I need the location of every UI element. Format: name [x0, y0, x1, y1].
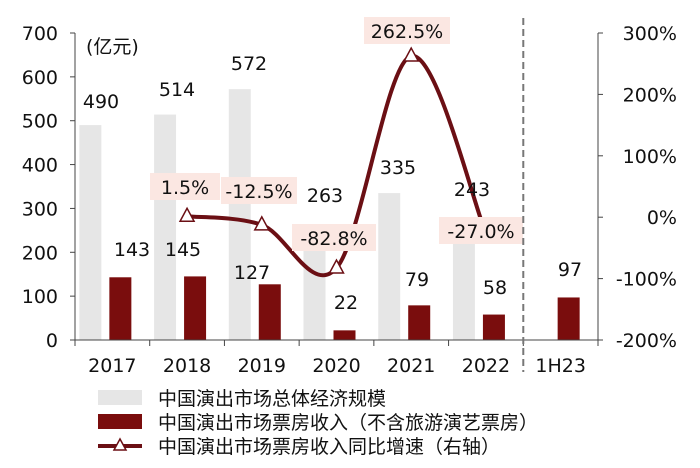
- label-box-office-2019: 127: [234, 262, 270, 284]
- series-total-bars: [79, 89, 475, 341]
- legend-swatch-growth-marker: [112, 437, 128, 451]
- bar-total-2020: [303, 224, 326, 340]
- y-left-tick-label: 200: [22, 242, 58, 264]
- label-total-2019: 572: [231, 53, 267, 75]
- label-growth-2020: -82.8%: [300, 228, 367, 250]
- label-total-2022: 243: [454, 179, 490, 201]
- y-left-unit-label: (亿元): [86, 36, 139, 58]
- y-right-tick-label: 100%: [623, 146, 677, 168]
- y-right-tick-label: 300%: [623, 23, 677, 45]
- bar-total-2022: [452, 233, 475, 340]
- bar-total-2018: [154, 114, 177, 341]
- bar-box-office-2021: [408, 305, 431, 340]
- y-left-tick-label: 100: [22, 286, 58, 308]
- bar-box-office-2022: [482, 314, 505, 340]
- growth-marker-2019: [253, 215, 271, 231]
- bar-total-2019: [228, 89, 251, 340]
- legend-label-box-office: 中国演出市场票房收入（不含旅游演艺票房）: [158, 412, 538, 434]
- legend-swatch-total: [98, 390, 142, 405]
- x-tick-label: 2021: [387, 355, 435, 377]
- growth-marker-2020: [328, 258, 345, 274]
- label-box-office-2020: 22: [334, 292, 358, 314]
- x-tick-label: 2022: [462, 355, 510, 377]
- y-left-tick-label: 300: [22, 198, 58, 220]
- label-growth-2019: -12.5%: [225, 181, 292, 203]
- bar-total-2017: [79, 125, 102, 340]
- label-growth-2022: -27.0%: [447, 221, 514, 243]
- label-growth-bg-2021: [364, 17, 450, 44]
- bar-box-office-2019: [258, 284, 281, 340]
- label-growth-bg-2019: [221, 177, 297, 204]
- x-tick-label: 2017: [88, 355, 136, 377]
- label-box-office-2021: 79: [405, 269, 429, 291]
- legend: 中国演出市场总体经济规模中国演出市场票房收入（不含旅游演艺票房）中国演出市场票房…: [98, 388, 538, 458]
- label-growth-bg-2020: [292, 224, 376, 251]
- y-left-tick-label: 700: [22, 23, 58, 45]
- bar-box-office-2020: [333, 330, 356, 340]
- bar-box-office-2018: [184, 276, 207, 340]
- growth-marker-2021: [402, 46, 420, 62]
- x-tick-label: 2019: [238, 355, 286, 377]
- label-box-office-1H23: 97: [558, 259, 582, 281]
- y-left-tick-label: 500: [22, 111, 58, 133]
- y-right-tick-label: 200%: [623, 84, 677, 106]
- label-box-office-2018: 145: [165, 239, 201, 261]
- label-growth-bg-2022: [439, 217, 523, 244]
- label-growth-2018: 1.5%: [161, 177, 209, 199]
- label-box-office-2022: 58: [483, 277, 507, 299]
- y-left-tick-label: 400: [22, 155, 58, 177]
- y-right-tick-label: -100%: [616, 269, 677, 291]
- y-right-tick-label: -200%: [616, 330, 677, 352]
- label-growth-2021: 262.5%: [371, 21, 443, 43]
- bar-box-office-1H23: [557, 297, 580, 340]
- bar-total-2021: [378, 193, 401, 340]
- label-total-2021: 335: [380, 157, 416, 179]
- bar-box-office-2017: [109, 277, 132, 340]
- x-tick-label: 2018: [163, 355, 211, 377]
- legend-swatch-box-office: [98, 414, 142, 429]
- label-growth-bg-2018: [150, 173, 220, 200]
- legend-label-total: 中国演出市场总体经济规模: [158, 388, 386, 410]
- growth-marker-2018: [178, 206, 196, 223]
- label-total-2017: 490: [83, 91, 119, 113]
- series-box-office-bars: [109, 276, 580, 340]
- y-left-tick-label: 600: [22, 67, 58, 89]
- y-left-tick-label: 0: [46, 330, 58, 352]
- label-total-2020: 263: [307, 185, 343, 207]
- x-tick-label: 1H23: [535, 355, 586, 377]
- x-tick-label: 2020: [312, 355, 360, 377]
- label-box-office-2017: 143: [114, 239, 150, 261]
- y-right-tick-label: 0%: [647, 207, 677, 229]
- axes: 0 100 200 300 400 500 600 700 (亿元) -200% -100% 0% 10…: [22, 18, 677, 377]
- legend-label-growth: 中国演出市场票房收入同比增速（右轴）: [158, 436, 500, 458]
- label-total-2018: 514: [159, 79, 195, 101]
